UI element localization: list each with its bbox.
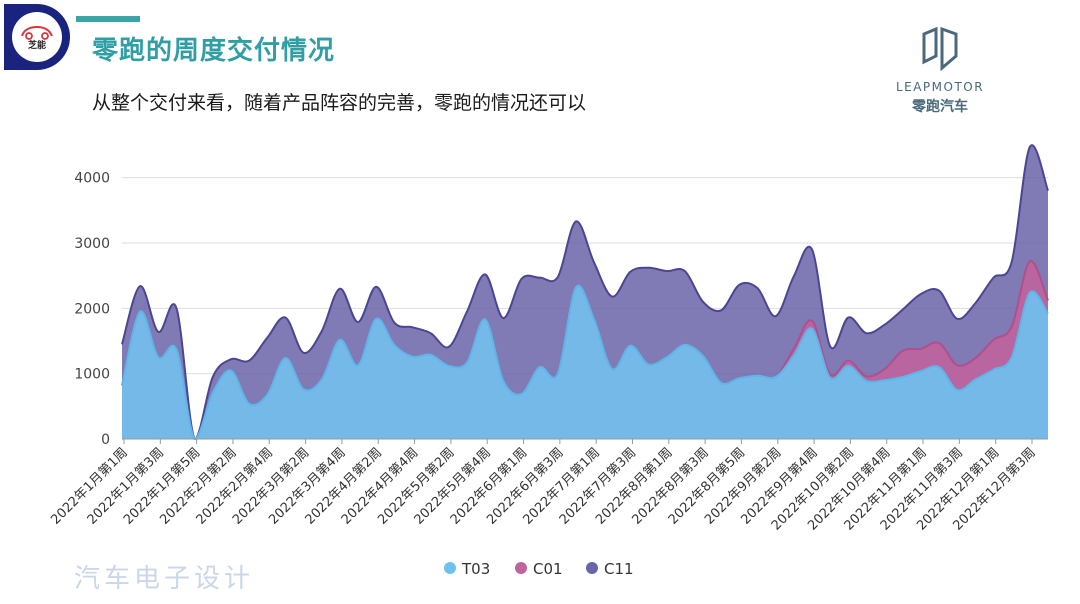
legend-label-c01[interactable]: C01 (533, 560, 563, 578)
y-tick-label-2000: 2000 (74, 301, 110, 317)
page-title: 零跑的周度交付情况 (92, 36, 336, 66)
logo-badge: 芝能 (12, 12, 62, 62)
legend-swatch-t03[interactable] (444, 562, 456, 574)
brand-name-cn: 零跑汽车 (912, 99, 968, 115)
legend-label-t03[interactable]: T03 (461, 560, 490, 578)
leapmotor-brand: LEAPMOTOR 零跑汽车 (880, 26, 1000, 116)
leapmotor-logo-icon (922, 26, 958, 72)
brand-logo: 芝能 (4, 4, 70, 70)
y-tick-label-4000: 4000 (74, 171, 110, 187)
legend-swatch-c01[interactable] (515, 562, 527, 574)
legend-swatch-c11[interactable] (586, 562, 598, 574)
brand-name-en: LEAPMOTOR (895, 80, 985, 94)
y-tick-label-1000: 1000 (74, 367, 110, 383)
area-t03 (122, 285, 1048, 439)
page-subtitle: 从整个交付来看，随着产品阵容的完善，零跑的情况还可以 (92, 92, 587, 114)
y-tick-label-3000: 3000 (74, 236, 110, 252)
y-tick-label-0: 0 (101, 432, 110, 448)
title-accent-bar (76, 16, 140, 22)
legend-label-c11[interactable]: C11 (604, 560, 634, 578)
line-t03 (121, 284, 1049, 441)
logo-text: 芝能 (27, 41, 46, 51)
line-c11 (121, 144, 1049, 441)
watermark: 汽车电子设计 (74, 564, 255, 594)
car-icon (21, 25, 53, 40)
